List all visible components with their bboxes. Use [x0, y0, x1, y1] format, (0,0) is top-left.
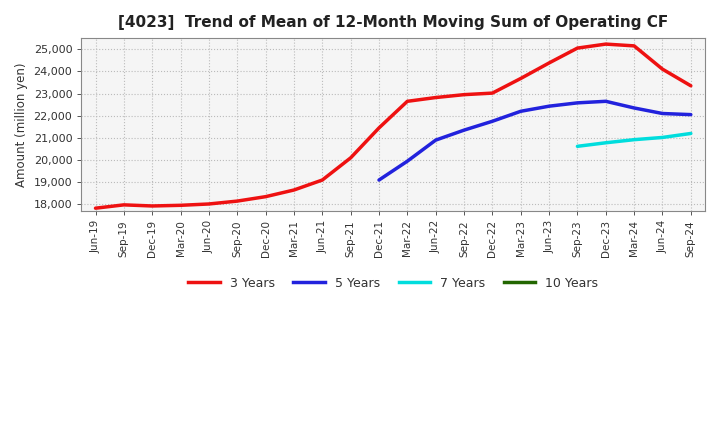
Title: [4023]  Trend of Mean of 12-Month Moving Sum of Operating CF: [4023] Trend of Mean of 12-Month Moving …	[118, 15, 668, 30]
Legend: 3 Years, 5 Years, 7 Years, 10 Years: 3 Years, 5 Years, 7 Years, 10 Years	[184, 272, 603, 295]
Y-axis label: Amount (million yen): Amount (million yen)	[15, 62, 28, 187]
